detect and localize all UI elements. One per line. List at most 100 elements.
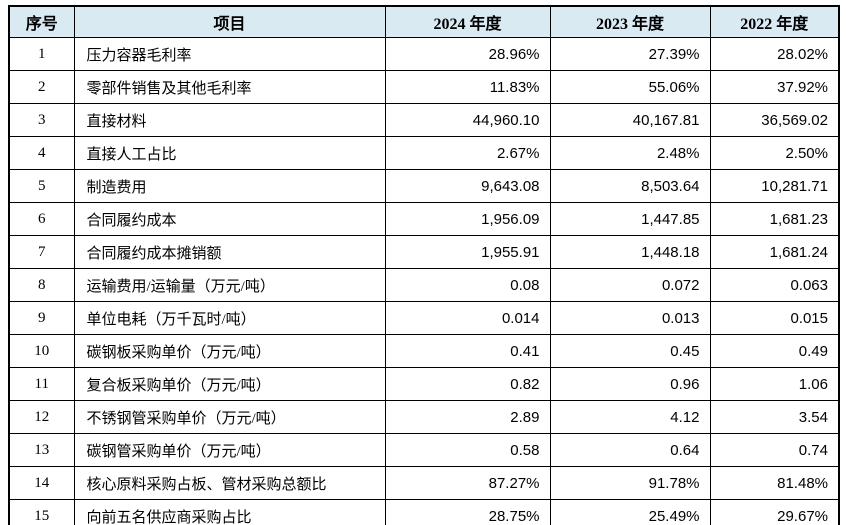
cell-y2024: 2.89 bbox=[384, 400, 551, 434]
cell-item: 合同履约成本摊销额 bbox=[73, 235, 386, 269]
col-header-y2022: 2022 年度 bbox=[709, 5, 840, 38]
table-row: 12 不锈钢管采购单价（万元/吨） 2.89 4.12 3.54 bbox=[8, 400, 840, 434]
col-header-y2023: 2023 年度 bbox=[549, 5, 711, 38]
cell-y2024: 2.67% bbox=[384, 136, 551, 170]
cell-no: 9 bbox=[8, 301, 75, 335]
cell-y2022: 10,281.71 bbox=[709, 169, 840, 203]
cell-y2022: 0.49 bbox=[709, 334, 840, 368]
cell-item: 直接人工占比 bbox=[73, 136, 386, 170]
table-row: 14 核心原料采购占板、管材采购总额比 87.27% 91.78% 81.48% bbox=[8, 466, 840, 500]
table-row: 10 碳钢板采购单价（万元/吨） 0.41 0.45 0.49 bbox=[8, 334, 840, 368]
cell-y2024: 0.58 bbox=[384, 433, 551, 467]
cell-item: 零部件销售及其他毛利率 bbox=[73, 70, 386, 104]
cell-item: 向前五名供应商采购占比 bbox=[73, 499, 386, 525]
cell-y2022: 0.063 bbox=[709, 268, 840, 302]
cell-y2023: 91.78% bbox=[549, 466, 711, 500]
cell-item: 单位电耗（万千瓦时/吨） bbox=[73, 301, 386, 335]
cell-y2024: 0.014 bbox=[384, 301, 551, 335]
cell-item: 复合板采购单价（万元/吨） bbox=[73, 367, 386, 401]
cell-y2024: 1,955.91 bbox=[384, 235, 551, 269]
cell-no: 10 bbox=[8, 334, 75, 368]
cell-y2024: 87.27% bbox=[384, 466, 551, 500]
cell-no: 8 bbox=[8, 268, 75, 302]
cell-item: 压力容器毛利率 bbox=[73, 37, 386, 71]
cell-item: 制造费用 bbox=[73, 169, 386, 203]
cell-no: 15 bbox=[8, 499, 75, 525]
cell-y2023: 1,447.85 bbox=[549, 202, 711, 236]
cell-item: 核心原料采购占板、管材采购总额比 bbox=[73, 466, 386, 500]
table-row: 5 制造费用 9,643.08 8,503.64 10,281.71 bbox=[8, 169, 840, 203]
cell-y2023: 1,448.18 bbox=[549, 235, 711, 269]
cell-y2024: 0.08 bbox=[384, 268, 551, 302]
col-header-no: 序号 bbox=[8, 5, 75, 38]
cell-item: 碳钢管采购单价（万元/吨） bbox=[73, 433, 386, 467]
cell-y2022: 1,681.24 bbox=[709, 235, 840, 269]
cell-y2022: 0.74 bbox=[709, 433, 840, 467]
cell-item: 直接材料 bbox=[73, 103, 386, 137]
cell-no: 13 bbox=[8, 433, 75, 467]
cell-y2022: 81.48% bbox=[709, 466, 840, 500]
cell-y2023: 55.06% bbox=[549, 70, 711, 104]
cell-y2023: 4.12 bbox=[549, 400, 711, 434]
table-row: 6 合同履约成本 1,956.09 1,447.85 1,681.23 bbox=[8, 202, 840, 236]
cell-y2022: 37.92% bbox=[709, 70, 840, 104]
cell-no: 11 bbox=[8, 367, 75, 401]
table-row: 15 向前五名供应商采购占比 28.75% 25.49% 29.67% bbox=[8, 499, 840, 525]
cell-y2023: 25.49% bbox=[549, 499, 711, 525]
cell-y2022: 2.50% bbox=[709, 136, 840, 170]
cell-y2024: 1,956.09 bbox=[384, 202, 551, 236]
cell-no: 5 bbox=[8, 169, 75, 203]
cell-y2024: 9,643.08 bbox=[384, 169, 551, 203]
col-header-item: 项目 bbox=[73, 5, 386, 38]
cell-item: 合同履约成本 bbox=[73, 202, 386, 236]
cell-no: 14 bbox=[8, 466, 75, 500]
cell-y2022: 28.02% bbox=[709, 37, 840, 71]
col-header-y2024: 2024 年度 bbox=[384, 5, 551, 38]
table-row: 2 零部件销售及其他毛利率 11.83% 55.06% 37.92% bbox=[8, 70, 840, 104]
cell-y2022: 1.06 bbox=[709, 367, 840, 401]
table-row: 8 运输费用/运输量（万元/吨） 0.08 0.072 0.063 bbox=[8, 268, 840, 302]
cell-y2023: 2.48% bbox=[549, 136, 711, 170]
table-row: 1 压力容器毛利率 28.96% 27.39% 28.02% bbox=[8, 37, 840, 71]
cell-y2023: 8,503.64 bbox=[549, 169, 711, 203]
table-header-row: 序号 项目 2024 年度 2023 年度 2022 年度 bbox=[8, 5, 840, 38]
table-row: 9 单位电耗（万千瓦时/吨） 0.014 0.013 0.015 bbox=[8, 301, 840, 335]
cell-y2023: 0.64 bbox=[549, 433, 711, 467]
cell-item: 运输费用/运输量（万元/吨） bbox=[73, 268, 386, 302]
cell-no: 7 bbox=[8, 235, 75, 269]
cell-no: 12 bbox=[8, 400, 75, 434]
table-row: 4 直接人工占比 2.67% 2.48% 2.50% bbox=[8, 136, 840, 170]
cell-y2022: 29.67% bbox=[709, 499, 840, 525]
cell-y2024: 28.96% bbox=[384, 37, 551, 71]
cell-no: 4 bbox=[8, 136, 75, 170]
table-row: 3 直接材料 44,960.10 40,167.81 36,569.02 bbox=[8, 103, 840, 137]
cell-no: 3 bbox=[8, 103, 75, 137]
cell-y2023: 0.96 bbox=[549, 367, 711, 401]
cell-y2022: 1,681.23 bbox=[709, 202, 840, 236]
cell-y2024: 0.82 bbox=[384, 367, 551, 401]
table-body: 1 压力容器毛利率 28.96% 27.39% 28.02% 2 零部件销售及其他毛利率 11… bbox=[8, 37, 840, 525]
table-row: 11 复合板采购单价（万元/吨） 0.82 0.96 1.06 bbox=[8, 367, 840, 401]
cell-y2024: 44,960.10 bbox=[384, 103, 551, 137]
cell-y2022: 0.015 bbox=[709, 301, 840, 335]
cell-y2024: 28.75% bbox=[384, 499, 551, 525]
cell-y2023: 27.39% bbox=[549, 37, 711, 71]
cell-y2023: 0.45 bbox=[549, 334, 711, 368]
cell-y2023: 0.013 bbox=[549, 301, 711, 335]
table-row: 13 碳钢管采购单价（万元/吨） 0.58 0.64 0.74 bbox=[8, 433, 840, 467]
table-row: 7 合同履约成本摊销额 1,955.91 1,448.18 1,681.24 bbox=[8, 235, 840, 269]
cell-y2022: 3.54 bbox=[709, 400, 840, 434]
financial-metrics-table: 序号 项目 2024 年度 2023 年度 2022 年度 1 压力容器毛利率 28.96%… bbox=[8, 5, 840, 525]
cell-y2022: 36,569.02 bbox=[709, 103, 840, 137]
cell-y2024: 0.41 bbox=[384, 334, 551, 368]
cell-item: 碳钢板采购单价（万元/吨） bbox=[73, 334, 386, 368]
cell-no: 6 bbox=[8, 202, 75, 236]
table-header: 序号 项目 2024 年度 2023 年度 2022 年度 bbox=[8, 5, 840, 38]
cell-y2023: 0.072 bbox=[549, 268, 711, 302]
cell-no: 2 bbox=[8, 70, 75, 104]
cell-y2023: 40,167.81 bbox=[549, 103, 711, 137]
cell-no: 1 bbox=[8, 37, 75, 71]
cell-y2024: 11.83% bbox=[384, 70, 551, 104]
cell-item: 不锈钢管采购单价（万元/吨） bbox=[73, 400, 386, 434]
